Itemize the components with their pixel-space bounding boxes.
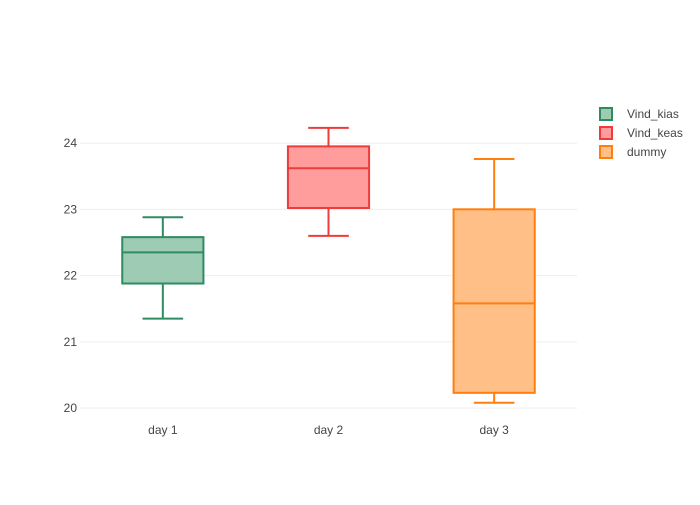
axis-layer: 20 21 22 23 24 day 1 day 2 day 3 (64, 136, 510, 437)
y-tick-label: 24 (64, 136, 78, 150)
box-vind-keas (286, 126, 371, 237)
y-tick-label: 22 (64, 269, 78, 283)
x-tick-label: day 2 (314, 423, 344, 437)
box-layer (121, 126, 536, 404)
x-tick-label: day 3 (479, 423, 509, 437)
x-tick-label: day 1 (148, 423, 178, 437)
legend-label: dummy (627, 145, 666, 159)
legend-item-dummy[interactable]: dummy (599, 145, 666, 159)
legend-item-vind-keas[interactable]: Vind_keas (599, 126, 683, 140)
legend-swatch (599, 145, 613, 159)
box-vind-kias (121, 216, 205, 320)
iqr-box (452, 208, 536, 394)
y-tick-label: 20 (64, 401, 78, 415)
legend-swatch (599, 107, 613, 121)
iqr-box (286, 145, 371, 209)
y-tick-label: 21 (64, 335, 78, 349)
legend-swatch (599, 126, 613, 140)
legend-label: Vind_kias (627, 107, 679, 121)
y-tick-label: 23 (64, 202, 78, 216)
iqr-box (121, 236, 205, 285)
legend-item-vind-kias[interactable]: Vind_kias (599, 107, 679, 121)
box-dummy (452, 157, 536, 404)
legend-label: Vind_keas (627, 126, 683, 140)
